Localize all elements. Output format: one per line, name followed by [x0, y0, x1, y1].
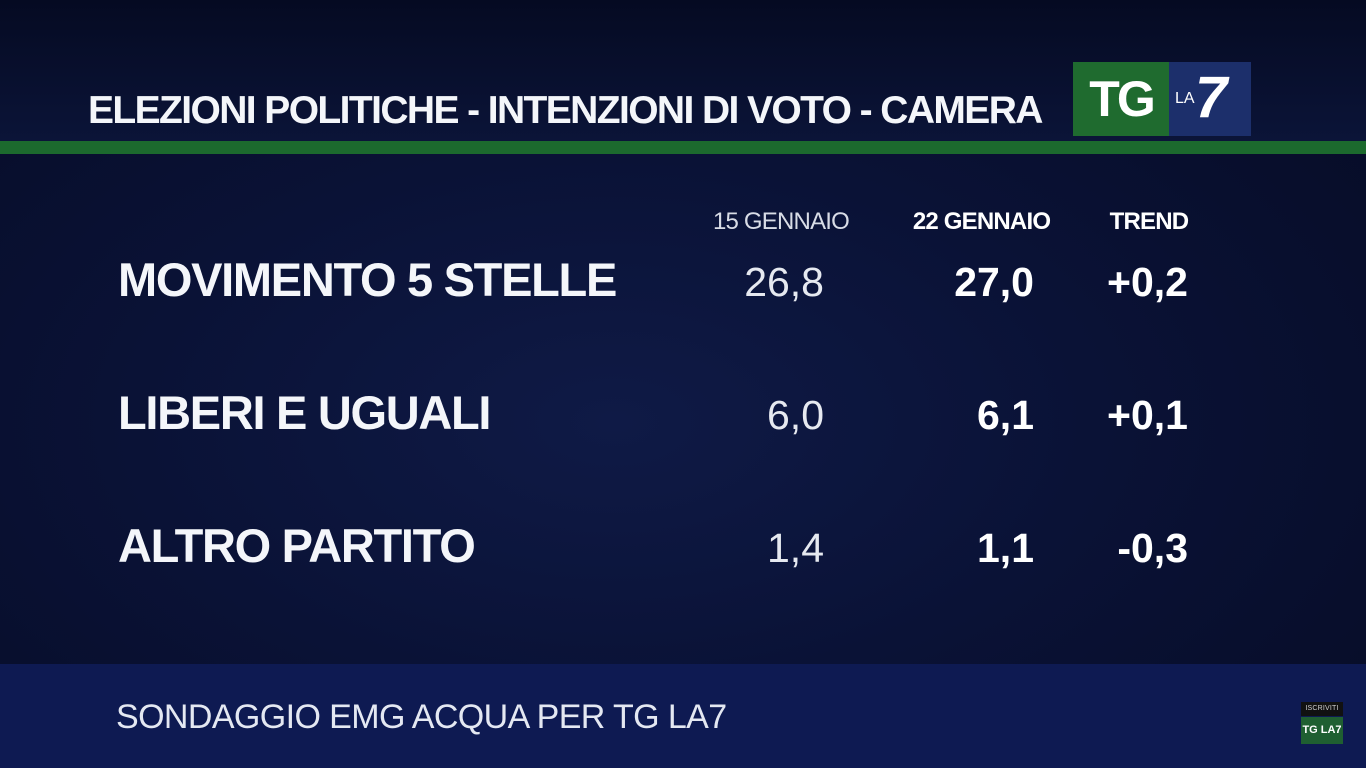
column-header-22-gennaio: 22 GENNAIO — [912, 208, 1051, 235]
party-label-leu: LIBERI E UGUALI — [118, 386, 491, 439]
la-logo-text: LA — [1175, 90, 1195, 107]
seven-logo-text: 7 — [1195, 65, 1228, 130]
page-title: ELEZIONI POLITICHE - INTENZIONI DI VOTO … — [88, 89, 1043, 132]
value-m5s-22-gennaio: 27,0 — [954, 259, 1034, 305]
party-label-altro: ALTRO PARTITO — [118, 519, 476, 572]
value-altro-22-gennaio: 1,1 — [977, 525, 1034, 571]
tg-la7-logo: TG LA 7 — [1073, 62, 1251, 136]
poll-source: SONDAGGIO EMG ACQUA PER TG LA7 — [116, 698, 727, 736]
value-altro-15-gennaio: 1,4 — [767, 525, 824, 571]
value-leu-15-gennaio: 6,0 — [767, 392, 824, 438]
tg-logo-block: TG — [1073, 62, 1169, 136]
mini-tg-la7-logo: TG LA7 — [1301, 717, 1343, 744]
la7-logo-block: LA 7 — [1169, 62, 1251, 136]
value-m5s-15-gennaio: 26,8 — [744, 259, 824, 305]
footer-band — [0, 664, 1366, 768]
trend-altro: -0,3 — [1117, 525, 1188, 571]
header-divider — [0, 141, 1366, 154]
trend-leu: +0,1 — [1107, 392, 1188, 438]
column-header-15-gennaio: 15 GENNAIO — [712, 208, 850, 235]
trend-m5s: +0,2 — [1107, 259, 1188, 305]
subscribe-label[interactable]: ISCRIVITI — [1301, 702, 1343, 716]
value-leu-22-gennaio: 6,1 — [977, 392, 1034, 438]
channel-badge[interactable]: ISCRIVITI TG LA7 — [1301, 702, 1343, 744]
column-header-trend: TREND — [1109, 208, 1189, 235]
party-label-m5s: MOVIMENTO 5 STELLE — [118, 253, 617, 306]
